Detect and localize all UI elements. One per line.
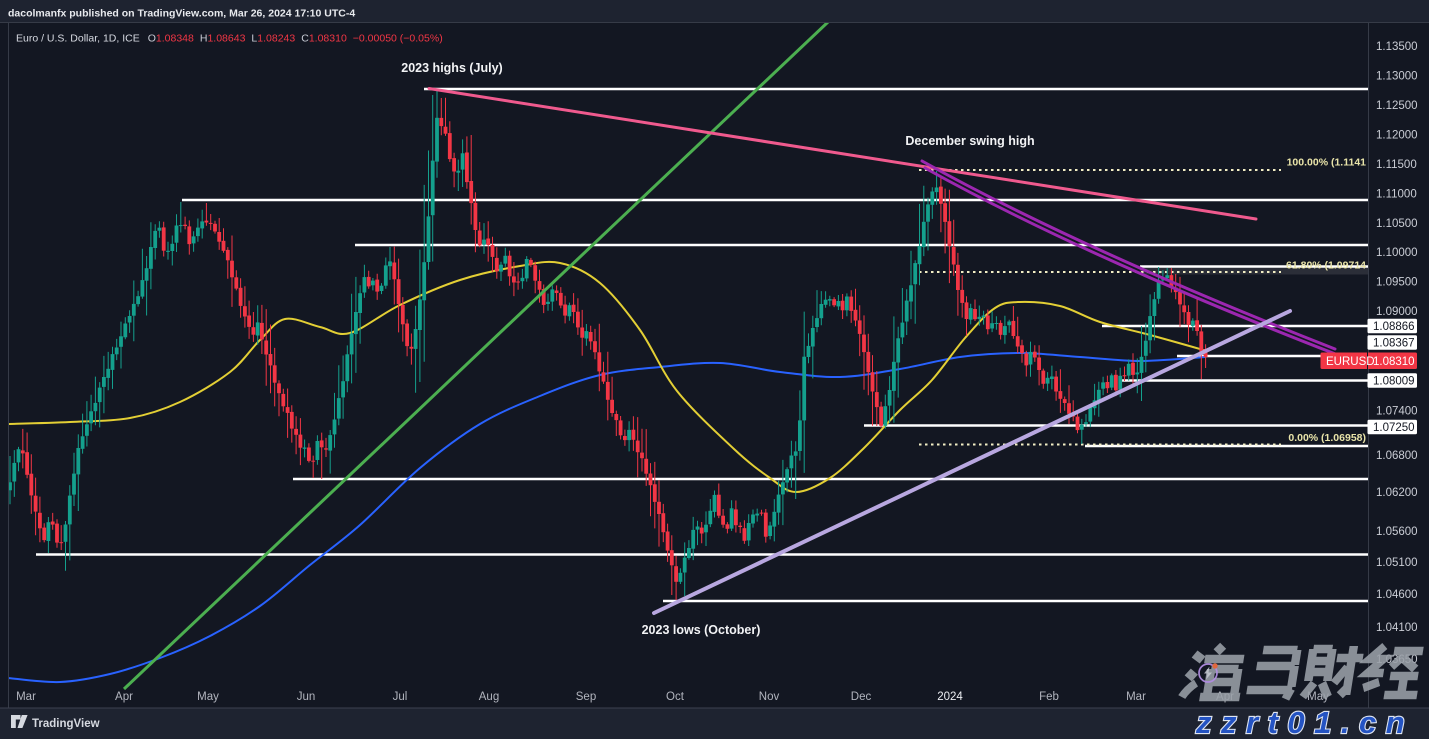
svg-text:EURUSD: EURUSD [1326, 356, 1375, 368]
svg-text:Jul: Jul [393, 691, 408, 703]
svg-text:0.00% (1.06958): 0.00% (1.06958) [1288, 432, 1366, 444]
svg-text:1.05100: 1.05100 [1376, 557, 1418, 569]
svg-text:Feb: Feb [1039, 691, 1059, 703]
svg-text:1.10000: 1.10000 [1376, 247, 1418, 259]
svg-text:1.08866: 1.08866 [1373, 321, 1415, 333]
svg-text:1.08009: 1.08009 [1373, 376, 1415, 388]
svg-text:1.10500: 1.10500 [1376, 218, 1418, 230]
svg-text:1.07250: 1.07250 [1373, 422, 1415, 434]
svg-text:Dec: Dec [851, 691, 872, 703]
svg-text:Oct: Oct [666, 691, 685, 703]
svg-text:December swing high: December swing high [905, 134, 1034, 148]
svg-text:1.07400: 1.07400 [1376, 406, 1418, 418]
svg-text:zzrt01.cn: zzrt01.cn [1195, 705, 1414, 739]
svg-text:Apr: Apr [115, 691, 133, 703]
svg-text:Mar: Mar [1126, 691, 1146, 703]
svg-text:May: May [197, 691, 219, 703]
svg-text:Jun: Jun [297, 691, 316, 703]
svg-text:1.08367: 1.08367 [1373, 338, 1415, 350]
svg-text:1.13500: 1.13500 [1376, 41, 1418, 53]
svg-text:1.05600: 1.05600 [1376, 526, 1418, 538]
svg-text:2024: 2024 [937, 691, 963, 703]
svg-text:100.00% (1.1141: 100.00% (1.1141 [1287, 157, 1367, 169]
svg-text:1.04100: 1.04100 [1376, 622, 1418, 634]
svg-text:1.12500: 1.12500 [1376, 100, 1418, 112]
svg-text:Mar: Mar [16, 691, 36, 703]
svg-text:dacolmanfx published on Tradin: dacolmanfx published on TradingView.com,… [8, 8, 355, 20]
svg-text:1.09500: 1.09500 [1376, 277, 1418, 289]
svg-text:Nov: Nov [759, 691, 780, 703]
svg-text:1.06200: 1.06200 [1376, 487, 1418, 499]
svg-text:1.13000: 1.13000 [1376, 71, 1418, 83]
svg-text:1.09000: 1.09000 [1376, 306, 1418, 318]
svg-text:1.11500: 1.11500 [1376, 159, 1417, 171]
svg-text:1.04600: 1.04600 [1376, 589, 1418, 601]
svg-text:1.06800: 1.06800 [1376, 450, 1418, 462]
svg-text:Sep: Sep [576, 691, 596, 703]
svg-text:1.08310: 1.08310 [1373, 356, 1415, 368]
svg-text:2023 lows (October): 2023 lows (October) [642, 623, 761, 637]
svg-text:61.80% (1.09714: 61.80% (1.09714 [1286, 260, 1366, 272]
svg-text:1.11000: 1.11000 [1376, 189, 1417, 201]
svg-text:1.12000: 1.12000 [1376, 130, 1418, 142]
svg-text:Aug: Aug [479, 691, 499, 703]
svg-text:2023 highs (July): 2023 highs (July) [401, 61, 502, 75]
svg-text:TradingView: TradingView [32, 718, 100, 730]
